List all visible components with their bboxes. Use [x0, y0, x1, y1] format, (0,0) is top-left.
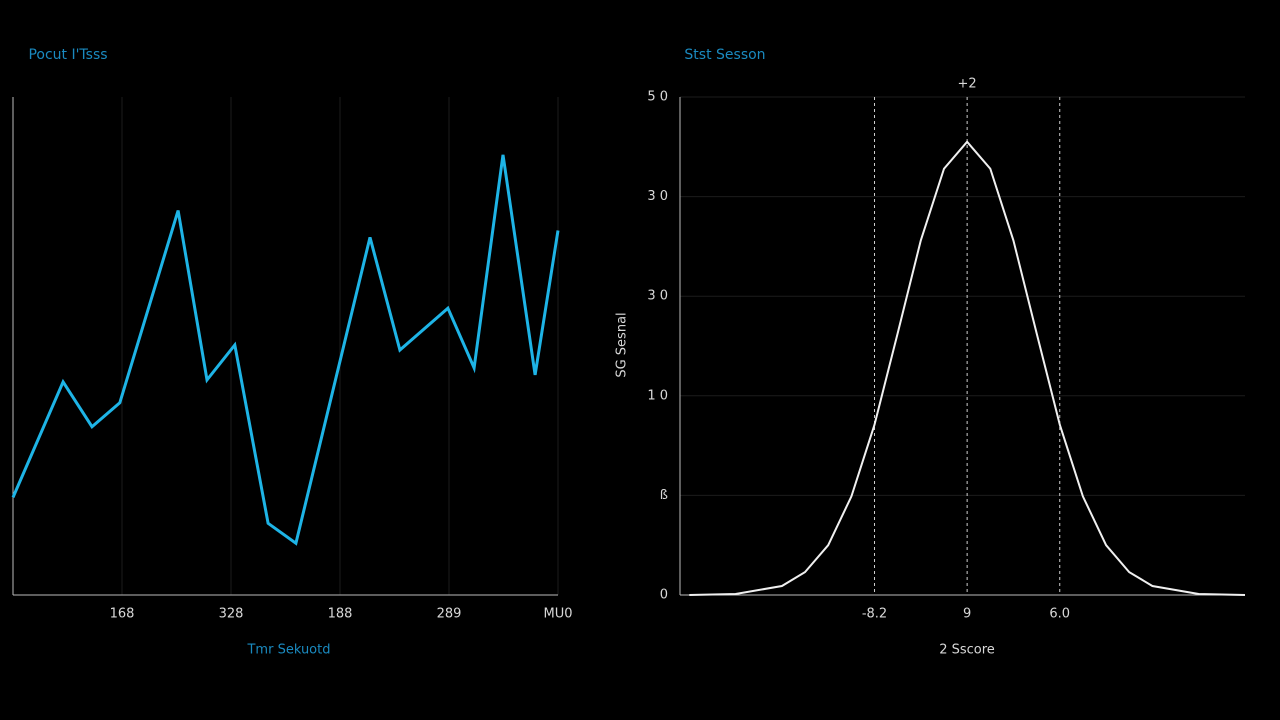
y-axis-label: SG Sesnal: [615, 312, 630, 377]
x-tick-label: 188: [328, 607, 353, 622]
x-tick-label: 168: [110, 607, 135, 622]
x-tick-label: 9: [963, 607, 971, 622]
x-axis-label: Tmr Sekuotd: [246, 643, 330, 658]
annotation: +2: [958, 77, 977, 92]
y-tick-label: 3 0: [647, 189, 668, 204]
y-tick-label: 5 0: [647, 90, 668, 105]
chart-title: Stst Sesson: [684, 47, 765, 63]
x-tick-label: 6.0: [1049, 607, 1070, 622]
x-axis-label: 2 Sscore: [939, 643, 995, 658]
y-tick-label: 1 0: [647, 388, 668, 403]
y-tick-label: 0: [660, 588, 668, 603]
x-tick-label: 328: [219, 607, 244, 622]
x-tick-label: -8.2: [862, 607, 887, 622]
chart-title: Pocut I'Tsss: [28, 47, 107, 63]
y-tick-label: ß: [660, 488, 668, 503]
x-tick-label: 289: [437, 607, 462, 622]
data-line: [689, 140, 1246, 596]
x-tick-label: MU0: [543, 607, 572, 622]
data-line: [11, 154, 560, 546]
y-tick-label: 3 0: [647, 289, 668, 304]
